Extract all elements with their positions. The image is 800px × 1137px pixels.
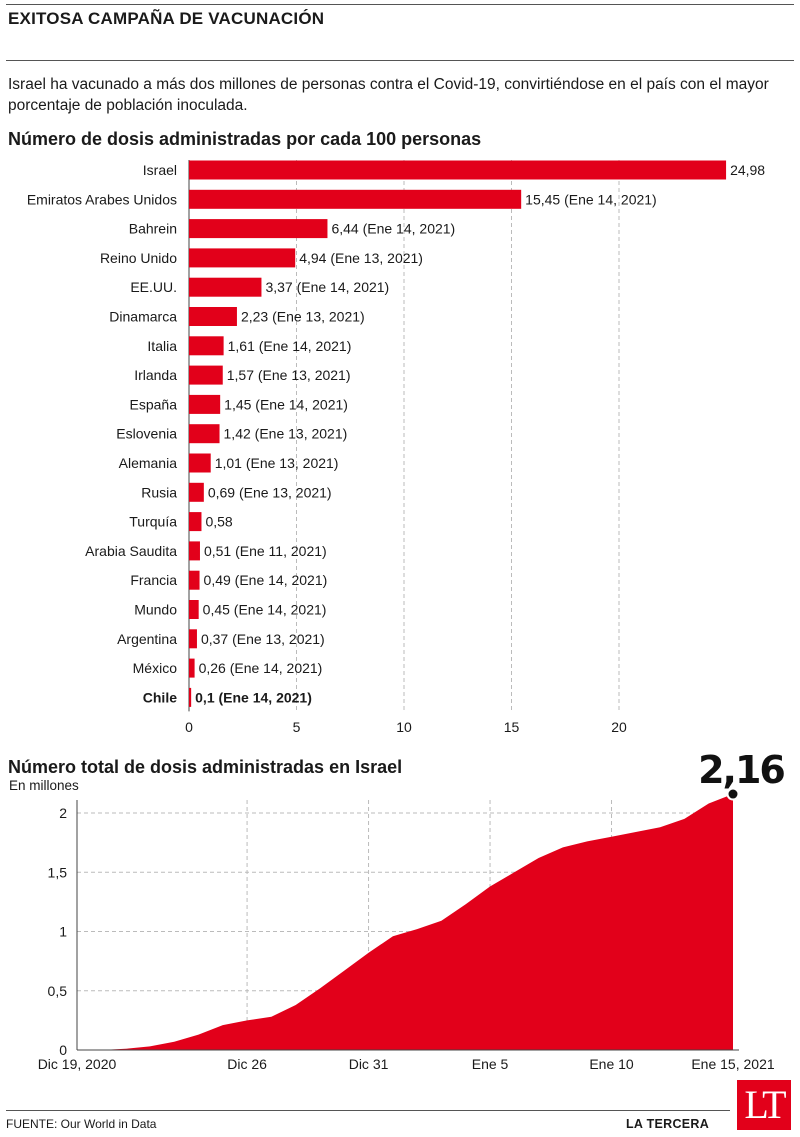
footer-rule xyxy=(6,1110,730,1111)
bar-value-label: 0,1 (Ene 14, 2021) xyxy=(195,689,312,705)
bar xyxy=(189,248,296,268)
bar-value-label: 24,98 xyxy=(730,162,765,178)
bar xyxy=(189,219,328,239)
x-tick-label: 5 xyxy=(293,719,301,735)
bar-value-label: 2,23 (Ene 13, 2021) xyxy=(241,309,365,325)
bar-category-label: Arabia Saudita xyxy=(85,543,177,559)
endpoint-marker xyxy=(726,787,740,801)
bar-category-label: Turquía xyxy=(129,514,177,530)
x-tick-label: Dic 19, 2020 xyxy=(38,1056,117,1072)
bar-value-label: 6,44 (Ene 14, 2021) xyxy=(331,221,455,237)
bar-category-label: Chile xyxy=(143,689,177,705)
y-tick-label: 1,5 xyxy=(48,864,68,880)
y-tick-label: 1 xyxy=(59,924,67,940)
bar xyxy=(189,600,199,619)
bar xyxy=(189,482,204,502)
bar xyxy=(189,629,197,649)
x-tick-label: 0 xyxy=(185,719,193,735)
bar-category-label: Dinamarca xyxy=(109,309,177,325)
final-value-label: 2,16 xyxy=(698,748,784,792)
bar-value-label: 1,42 (Ene 13, 2021) xyxy=(224,426,348,442)
bar-value-label: 1,57 (Ene 13, 2021) xyxy=(227,367,351,383)
bar xyxy=(189,365,223,385)
bar-category-label: Reino Unido xyxy=(100,250,177,266)
bar-chart-title: Número de dosis administradas por cada 1… xyxy=(8,129,482,149)
x-tick-label: Ene 5 xyxy=(472,1056,509,1072)
bar-value-label: 0,58 xyxy=(205,514,232,530)
y-tick-label: 2 xyxy=(59,805,67,821)
bar xyxy=(189,687,192,707)
bar-value-label: 0,49 (Ene 14, 2021) xyxy=(204,572,328,588)
bar-chart: 0 5 10 15 20 Israel 24,98 Emiratos Arabes Unido… xyxy=(27,160,765,735)
bar-value-label: 0,51 (Ene 11, 2021) xyxy=(204,543,327,559)
bar-category-label: EE.UU. xyxy=(130,279,177,295)
bar-category-label: Emiratos Arabes Unidos xyxy=(27,191,177,207)
x-tick-label: Dic 31 xyxy=(349,1056,389,1072)
bar xyxy=(189,512,202,532)
x-tick-label: 10 xyxy=(396,719,412,735)
infographic-title: EXITOSA CAMPAÑA DE VACUNACIÓN xyxy=(8,9,325,28)
bar-value-label: 4,94 (Ene 13, 2021) xyxy=(299,250,423,266)
bar xyxy=(189,189,522,209)
bar xyxy=(189,453,211,473)
bar-category-label: España xyxy=(130,396,178,412)
bar xyxy=(189,394,221,414)
brand-name: LA TERCERA xyxy=(626,1117,710,1131)
bar-value-label: 0,69 (Ene 13, 2021) xyxy=(208,484,332,500)
bar xyxy=(189,336,224,356)
bar xyxy=(189,541,200,561)
x-tick-label: Ene 10 xyxy=(589,1056,634,1072)
bar-category-label: Israel xyxy=(143,162,177,178)
la-tercera-logo: LT xyxy=(737,1080,791,1130)
bar-value-label: 1,61 (Ene 14, 2021) xyxy=(228,338,352,354)
bar-value-label: 0,37 (Ene 13, 2021) xyxy=(201,631,325,647)
title-rule xyxy=(6,60,794,61)
bar-value-label: 0,26 (Ene 14, 2021) xyxy=(199,660,323,676)
area-series xyxy=(77,794,733,1050)
bar xyxy=(189,307,237,326)
bar-category-label: Alemania xyxy=(119,455,178,471)
bar xyxy=(189,424,220,444)
x-tick-label: Dic 26 xyxy=(227,1056,267,1072)
bar xyxy=(189,160,727,180)
bar-category-label: México xyxy=(133,660,178,676)
y-tick-label: 0 xyxy=(59,1042,67,1058)
x-tick-label: Ene 15, 2021 xyxy=(691,1056,775,1072)
bar-value-label: 0,45 (Ene 14, 2021) xyxy=(203,602,327,618)
x-tick-label: 15 xyxy=(504,719,520,735)
bar xyxy=(189,570,200,590)
top-rule xyxy=(6,4,794,5)
y-tick-label: 0,5 xyxy=(48,983,68,999)
bar-value-label: 1,45 (Ene 14, 2021) xyxy=(224,396,348,412)
bar-category-label: Italia xyxy=(147,338,177,354)
intro-text: Israel ha vacunado a más dos millones de… xyxy=(8,76,769,114)
bar-category-label: Mundo xyxy=(134,602,177,618)
bar-category-label: Irlanda xyxy=(134,367,177,383)
bar-category-label: Rusia xyxy=(141,484,177,500)
area-chart-unit: En millones xyxy=(9,778,79,793)
x-tick-label: 20 xyxy=(611,719,627,735)
bar-value-label: 15,45 (Ene 14, 2021) xyxy=(525,191,657,207)
bar-category-label: Francia xyxy=(130,572,177,588)
area-chart-title: Número total de dosis administradas en I… xyxy=(8,757,403,777)
bar-category-label: Argentina xyxy=(117,631,177,647)
bar-category-label: Eslovenia xyxy=(116,426,177,442)
bar xyxy=(189,658,195,678)
bar-category-label: Bahrein xyxy=(129,221,177,237)
bar-value-label: 1,01 (Ene 13, 2021) xyxy=(215,455,339,471)
source-note: FUENTE: Our World in Data xyxy=(6,1117,157,1131)
bar-value-label: 3,37 (Ene 14, 2021) xyxy=(265,279,389,295)
bar xyxy=(189,277,262,297)
